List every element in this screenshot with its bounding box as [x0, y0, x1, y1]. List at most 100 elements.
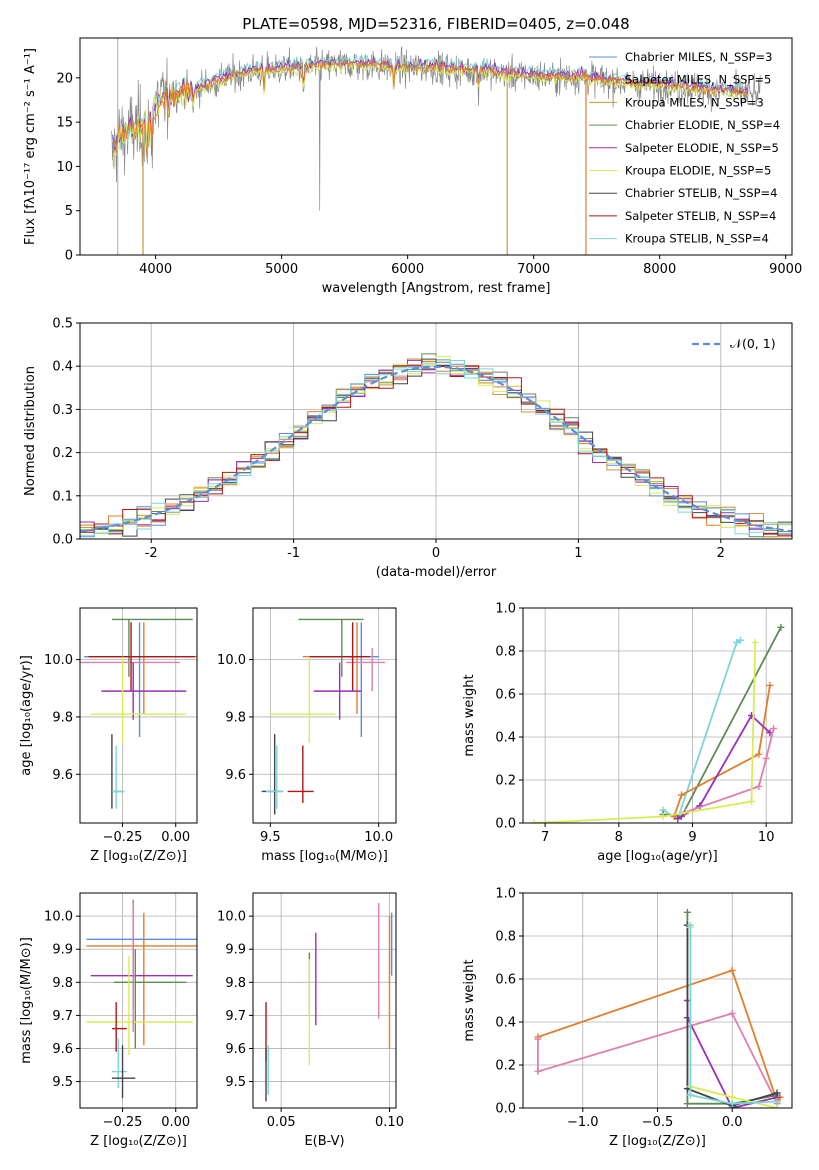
- series-marker: [728, 966, 736, 974]
- errorbar-point: [266, 745, 284, 809]
- plot-area: [530, 623, 785, 823]
- y-tick-label: 0.0: [52, 533, 73, 548]
- x-axis-label: E(B-V): [304, 1134, 344, 1149]
- y-tick-label: 9.8: [52, 976, 73, 991]
- series-marker: [534, 1067, 542, 1075]
- x-tick-label: 6000: [391, 262, 424, 277]
- x-tick-label: 0.05: [267, 1115, 296, 1130]
- plot-area: [265, 902, 393, 1102]
- x-tick-label: 0: [432, 546, 440, 561]
- y-tick-label: 9.6: [225, 768, 246, 783]
- y-tick-label: 5: [65, 204, 73, 219]
- legend-label: 𝒩(0, 1): [730, 336, 776, 351]
- plot-area: [86, 899, 197, 1099]
- series-marker: [683, 1100, 691, 1108]
- y-tick-label: 9.7: [52, 1009, 73, 1024]
- histogram-kroupa_stelib: [80, 360, 792, 538]
- series-line-kroupa_elodie: [534, 642, 757, 823]
- axes-frame: [252, 892, 397, 1109]
- series-marker: [747, 798, 755, 805]
- legend-label: Chabrier MILES, N_SSP=3: [625, 50, 772, 64]
- x-tick-label: 0.00: [161, 830, 190, 845]
- y-axis-label: mass weight: [462, 674, 477, 756]
- errorbar-point: [86, 899, 197, 956]
- legend-label: Chabrier STELIB, N_SSP=4: [625, 186, 777, 200]
- y-tick-label: 9.6: [52, 768, 73, 783]
- y-tick-label: 0.5: [52, 317, 73, 332]
- figure-title: PLATE=0598, MJD=52316, FIBERID=0405, z=0…: [242, 15, 629, 33]
- plot-area: [111, 38, 761, 255]
- series-line-chabrier_stelib: [686, 925, 778, 1107]
- y-tick-label: 0: [65, 249, 73, 264]
- legend-label: Salpeter STELIB, N_SSP=4: [625, 209, 776, 223]
- series-line-salpeter_elodie: [677, 714, 771, 820]
- x-tick-label: 4000: [139, 262, 172, 277]
- y-tick-label: 9.6: [225, 1042, 246, 1057]
- errorbar-point: [111, 734, 123, 809]
- series-marker: [686, 921, 694, 929]
- x-tick-label: 2: [717, 546, 725, 561]
- series-marker: [659, 813, 667, 821]
- x-axis-label: mass [log₁₀(M/M⊙)]: [261, 849, 388, 864]
- series-marker: [773, 1104, 781, 1108]
- y-tick-label: 9.5: [52, 1075, 73, 1090]
- chart-z_mass_weight: −1.0 −0.5 0.0 0.0 0.2 0.4 0.6 0.8 1.0 Z [log₁₀(Z/…: [462, 887, 793, 1149]
- errorbar-point: [313, 662, 362, 720]
- y-tick-label: 9.8: [52, 710, 73, 725]
- y-tick-label: 10.0: [44, 653, 73, 668]
- axes-frame: [522, 892, 793, 1109]
- legend-label: Kroupa ELODIE, N_SSP=5: [625, 164, 771, 178]
- normal-curve: [80, 365, 792, 533]
- y-tick-label: 9.6: [52, 1042, 73, 1057]
- axes-frame: [79, 607, 198, 824]
- errorbar-point: [111, 745, 125, 809]
- series-marker: [728, 1009, 736, 1017]
- model-line-salpeter_elodie: [112, 55, 749, 151]
- series-marker: [751, 638, 759, 646]
- x-tick-label: 7000: [517, 262, 550, 277]
- series-marker: [677, 791, 685, 799]
- series-line-salpeter_miles: [537, 969, 781, 1104]
- chart-z_vs_age: −0.25 0.00 9.6 9.8 10.0 Z [log₁₀(Z/Z⊙)] age [l…: [19, 607, 198, 864]
- errorbar-point: [309, 622, 370, 692]
- series-marker: [770, 724, 778, 732]
- errorbar-point: [90, 936, 193, 1009]
- series-line-kroupa_stelib: [662, 639, 741, 821]
- series-marker: [728, 1100, 736, 1108]
- y-tick-label: 10.0: [44, 910, 73, 925]
- y-tick-label: 1.0: [495, 887, 516, 902]
- x-axis-label: (data-model)/error: [376, 565, 497, 580]
- series-marker: [686, 1091, 694, 1099]
- chart-spectrum: 4000 5000 6000 7000 8000 9000 0 5 10 15 20 waveleng…: [23, 37, 802, 296]
- chart-z_vs_mass: −0.25 0.00 9.5 9.6 9.7 9.8 9.9 10.0 Z [log₁₀(Z/Z…: [19, 892, 198, 1149]
- x-tick-label: 5000: [265, 262, 298, 277]
- errorbar-point: [90, 656, 187, 743]
- y-tick-label: 9.8: [225, 710, 246, 725]
- series-marker: [766, 681, 774, 689]
- y-tick-label: 10.0: [217, 653, 246, 668]
- chart-age_mass_weight: 7 8 9 10 0.0 0.2 0.4 0.6 0.8 1.0 age [log₁₀(age/yr…: [462, 602, 793, 864]
- series-marker: [777, 623, 785, 631]
- y-tick-label: 0.4: [52, 360, 73, 375]
- y-axis-label: Normed distribution: [23, 366, 38, 496]
- chart-residuals: -2 -1 0 1 2 0.0 0.1 0.2 0.3 0.4 0.5 (data-model)/er…: [23, 317, 793, 580]
- y-tick-label: 0.8: [495, 645, 516, 660]
- errorbar-point: [111, 1002, 127, 1052]
- x-tick-label: 0.0: [722, 1115, 743, 1130]
- y-tick-label: 0.2: [495, 1059, 516, 1074]
- series-marker: [773, 1098, 781, 1106]
- legend-label: Kroupa STELIB, N_SSP=4: [625, 232, 769, 246]
- x-tick-label: −0.25: [103, 1115, 143, 1130]
- x-tick-label: 9.5: [260, 830, 281, 845]
- errorbar-point: [111, 618, 193, 677]
- x-tick-label: 9: [688, 830, 696, 845]
- errorbar-point: [80, 661, 180, 692]
- series-line-pink: [684, 728, 775, 814]
- y-tick-label: 0.4: [495, 731, 516, 746]
- axes-frame: [522, 607, 793, 824]
- axes-frame: [252, 607, 397, 824]
- series-marker: [755, 782, 763, 790]
- errorbar-point: [88, 622, 195, 692]
- model-line-salpeter_miles: [112, 57, 748, 158]
- axes-frame: [79, 37, 793, 256]
